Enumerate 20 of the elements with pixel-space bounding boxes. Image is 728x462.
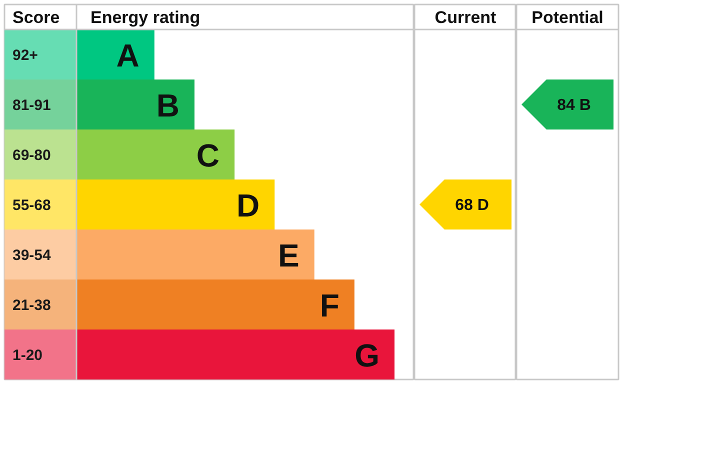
y-tick-label: 39-54 (12, 247, 52, 264)
text: Potential (532, 8, 604, 27)
y-tick-label: 92+ (12, 47, 38, 64)
y-tick-label: 1-20 (12, 347, 43, 364)
data-label: 84 B (557, 97, 591, 114)
y-tick-label: 81-91 (12, 97, 51, 114)
annotation: E (278, 238, 300, 274)
y-tick-label: 55-68 (12, 197, 51, 214)
annotation: G (354, 338, 380, 374)
text: Current (434, 8, 497, 27)
annotation: B (156, 88, 180, 124)
annotation: A (116, 38, 140, 74)
y-tick-label: 69-80 (12, 147, 51, 164)
annotation: C (196, 138, 220, 174)
x-axis-title: Energy rating (90, 8, 200, 27)
annotation: D (236, 188, 260, 224)
y-axis-title: Score (12, 8, 60, 27)
annotation: F (320, 288, 340, 324)
data-label: 68 D (455, 197, 489, 214)
y-tick-label: 21-38 (12, 297, 51, 314)
